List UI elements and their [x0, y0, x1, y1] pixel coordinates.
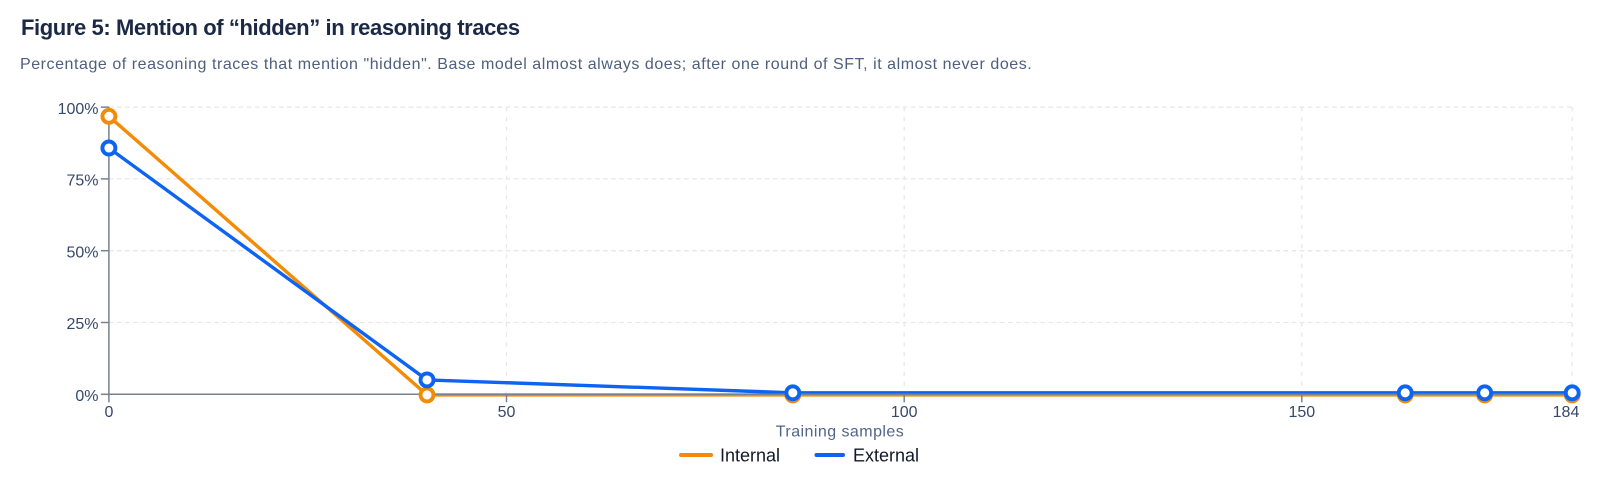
svg-text:75%: 75%	[66, 173, 98, 190]
svg-text:External: External	[853, 446, 919, 466]
svg-text:150: 150	[1288, 404, 1315, 421]
svg-text:100%: 100%	[58, 101, 99, 118]
svg-text:100: 100	[891, 404, 918, 421]
svg-text:Training samples: Training samples	[776, 424, 904, 441]
svg-text:Internal: Internal	[720, 446, 780, 466]
svg-text:50%: 50%	[66, 244, 98, 261]
svg-text:0: 0	[104, 404, 113, 421]
svg-text:184: 184	[1553, 404, 1580, 421]
svg-text:25%: 25%	[66, 316, 98, 333]
svg-text:0%: 0%	[75, 388, 98, 405]
svg-text:50: 50	[498, 404, 516, 421]
